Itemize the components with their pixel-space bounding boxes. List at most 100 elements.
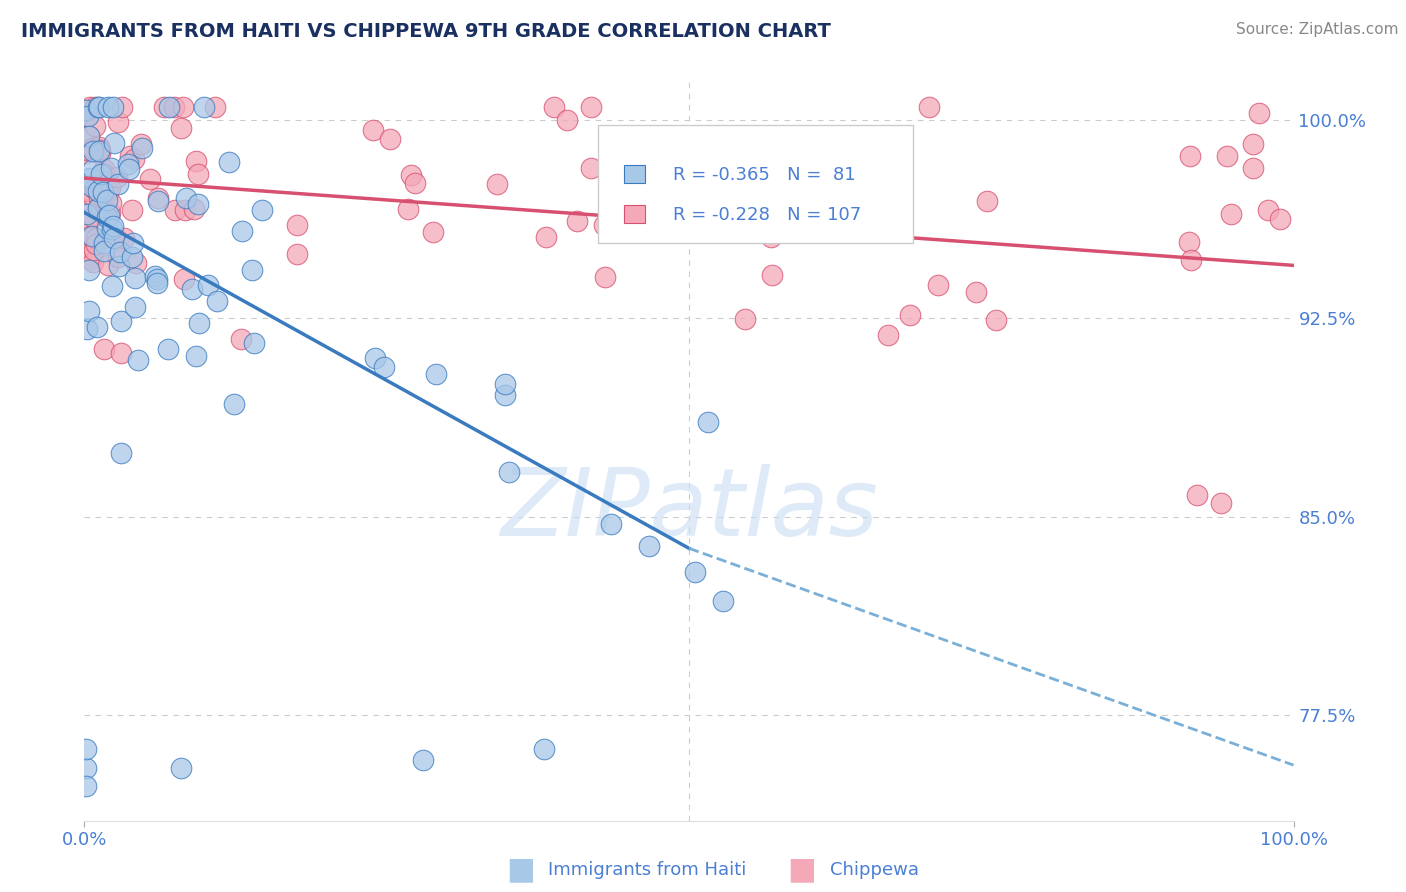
Point — [533, 742, 555, 756]
Point — [186, 154, 208, 169]
Point — [103, 136, 125, 150]
Point — [82, 144, 104, 158]
Point — [638, 539, 661, 553]
Point — [76, 213, 98, 227]
Point — [122, 235, 145, 250]
Point — [187, 197, 209, 211]
Point — [172, 100, 194, 114]
Point — [93, 168, 115, 182]
Point — [103, 231, 125, 245]
Text: ■: ■ — [787, 855, 815, 884]
Point — [89, 143, 111, 157]
Point — [105, 170, 128, 185]
Point — [96, 210, 118, 224]
Point — [790, 216, 813, 230]
Point — [82, 189, 104, 203]
Point — [146, 276, 169, 290]
Point — [87, 201, 110, 215]
Point — [204, 100, 226, 114]
Point — [97, 258, 120, 272]
Point — [1209, 496, 1232, 510]
Point — [197, 278, 219, 293]
Point — [80, 179, 103, 194]
Point — [170, 120, 193, 135]
Point — [100, 196, 122, 211]
Point — [100, 161, 122, 176]
Text: R = -0.365   N =  81: R = -0.365 N = 81 — [673, 166, 856, 184]
Point — [76, 207, 98, 221]
Point — [75, 761, 97, 775]
Point — [73, 145, 96, 160]
Point — [1247, 106, 1270, 120]
Text: Immigrants from Haiti: Immigrants from Haiti — [548, 861, 747, 879]
Point — [1241, 136, 1264, 151]
Point — [77, 143, 100, 157]
Point — [157, 100, 180, 114]
Point — [101, 222, 124, 236]
Point — [82, 255, 104, 269]
Point — [110, 346, 132, 360]
Point — [1185, 488, 1208, 502]
Point — [697, 415, 720, 429]
Text: Chippewa: Chippewa — [830, 861, 918, 879]
Point — [93, 161, 115, 176]
Point — [79, 263, 101, 277]
Point — [110, 100, 132, 114]
Point — [87, 185, 110, 199]
Point — [82, 161, 104, 176]
Point — [184, 349, 207, 363]
Point — [927, 278, 949, 293]
Point — [77, 303, 100, 318]
Point — [678, 128, 700, 143]
FancyBboxPatch shape — [624, 165, 645, 183]
Point — [91, 182, 114, 196]
Point — [131, 141, 153, 155]
Point — [405, 176, 427, 190]
Point — [84, 182, 107, 196]
Point — [89, 199, 111, 213]
Point — [101, 100, 124, 114]
Point — [84, 236, 107, 251]
Point — [79, 100, 101, 114]
Text: ZIPatlas: ZIPatlas — [501, 464, 877, 555]
Point — [285, 247, 308, 261]
Point — [87, 144, 110, 158]
Point — [107, 250, 129, 264]
Point — [83, 243, 105, 257]
Point — [364, 351, 387, 365]
Point — [494, 388, 516, 402]
Point — [75, 742, 97, 756]
Point — [285, 218, 308, 232]
Point — [90, 167, 112, 181]
Point — [97, 186, 120, 200]
Point — [494, 377, 516, 392]
Point — [250, 203, 273, 218]
Point — [96, 221, 118, 235]
Point — [170, 761, 193, 775]
Point — [1180, 253, 1202, 268]
Point — [900, 309, 922, 323]
Point — [80, 229, 103, 244]
Point — [174, 203, 197, 218]
Point — [146, 194, 169, 208]
Point — [110, 314, 132, 328]
Point — [79, 243, 101, 257]
Point — [93, 342, 115, 356]
Point — [146, 191, 169, 205]
Point — [243, 335, 266, 350]
Point — [711, 594, 734, 608]
Text: R = -0.228   N = 107: R = -0.228 N = 107 — [673, 206, 862, 224]
Point — [79, 144, 101, 158]
Point — [107, 177, 129, 191]
Point — [378, 132, 401, 146]
Point — [965, 285, 987, 300]
Point — [83, 119, 105, 133]
Point — [79, 184, 101, 198]
Point — [143, 269, 166, 284]
Point — [139, 172, 162, 186]
Point — [1219, 207, 1241, 221]
Point — [146, 272, 169, 286]
Point — [193, 100, 215, 114]
Point — [1241, 161, 1264, 175]
Point — [89, 145, 111, 160]
